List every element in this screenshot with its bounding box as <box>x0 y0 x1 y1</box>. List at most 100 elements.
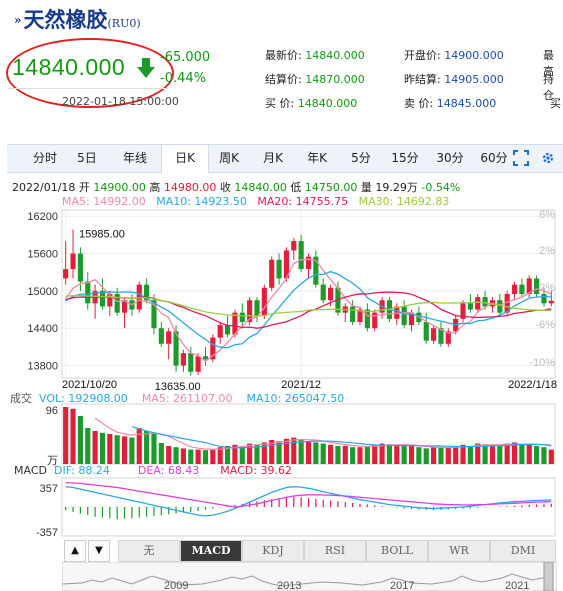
quote-open-interest: 持仓 <box>543 73 554 102</box>
candle-body <box>144 284 150 301</box>
scroll-up-button[interactable]: ▲ <box>64 540 86 562</box>
indicator-wr-button[interactable]: WR <box>428 540 490 562</box>
candle-body <box>180 353 186 366</box>
volume-bar <box>357 447 363 464</box>
candle-body <box>114 294 120 313</box>
candle-body <box>541 294 547 304</box>
volume-bar <box>144 431 150 464</box>
candle-body <box>526 278 532 294</box>
volume-bar <box>548 449 554 464</box>
candle-body <box>291 241 297 251</box>
volume-bar <box>327 444 334 464</box>
candle-body <box>511 284 518 294</box>
tab-intraday[interactable]: 分时 <box>32 151 57 165</box>
price-tick-label: 16200 <box>27 211 58 223</box>
volume-bar <box>401 446 407 464</box>
quote-open: 开盘价: 14900.000 <box>404 49 504 62</box>
macd-tick-label: 357 <box>40 483 58 495</box>
candle-body <box>247 300 253 322</box>
volume-bar <box>291 437 297 464</box>
volume-bar <box>254 444 260 464</box>
low-annotation: 13635.00 <box>155 381 201 393</box>
tab-30min[interactable]: 30分 <box>436 151 464 165</box>
candle-body <box>401 306 407 326</box>
volume-bar <box>372 444 378 464</box>
candle-body <box>504 294 510 313</box>
quote-high: 最高 <box>543 49 554 78</box>
volume-bar <box>195 449 201 464</box>
volume-bar <box>276 441 282 464</box>
high-annotation: 15985.00 <box>79 229 125 241</box>
vol-ma5: MA5: 261107.00 <box>141 392 233 405</box>
volume-bar <box>423 448 429 464</box>
overview-year-2021: 2021 <box>505 580 529 591</box>
price-change-pct: -0.44% <box>160 71 206 86</box>
price-tick-label: 15600 <box>27 249 58 261</box>
volume-bar <box>394 444 400 464</box>
volume-bar <box>467 446 473 464</box>
tab-yearline[interactable]: 年线 <box>122 151 147 165</box>
quote-settle: 结算价: 14870.000 <box>265 73 365 86</box>
volume-bar <box>188 449 194 464</box>
volume-bar <box>239 446 245 464</box>
date-label: 2021/12 <box>281 379 321 391</box>
fullscreen-icon[interactable] <box>513 150 529 166</box>
ma-legend: MA5: 14992.00 MA10: 14923.50 MA20: 14755… <box>62 195 449 208</box>
volume-bar <box>173 447 179 464</box>
volume-bar <box>166 446 172 464</box>
ma5-label: MA5: 14992.00 <box>62 195 146 208</box>
volume-bar <box>475 443 481 464</box>
overview-navigator[interactable]: 2009 2013 2017 2021 <box>62 562 557 591</box>
volume-bar <box>232 444 238 464</box>
indicator-none-button[interactable]: 无 <box>118 540 180 562</box>
tab-5min[interactable]: 5分 <box>351 151 371 165</box>
volume-bar <box>224 446 231 464</box>
indicator-dmi-button[interactable]: DMI <box>490 540 556 562</box>
overview-year-2017: 2017 <box>390 580 414 591</box>
overview-year-2009: 2009 <box>164 580 188 591</box>
volume-bar <box>335 446 341 464</box>
quote-latest: 最新价: 14840.000 <box>265 49 365 62</box>
candle-body <box>313 256 319 285</box>
indicator-rsi-button[interactable]: RSI <box>304 540 366 562</box>
candle-body <box>357 309 363 322</box>
scroll-down-button[interactable]: ▼ <box>88 540 110 562</box>
macd-dea: DEA: 68.43 <box>137 464 200 477</box>
pct-tick-label: -10% <box>529 357 555 369</box>
candle-body <box>320 284 326 301</box>
tab-monthly-k[interactable]: 月K <box>263 151 283 165</box>
candle-body <box>327 287 334 301</box>
candle-body <box>121 300 128 313</box>
tab-daily-k[interactable]: 日K <box>161 145 209 173</box>
volume-bar <box>342 446 348 464</box>
vol-tick-label: 96 <box>46 405 58 417</box>
dea-line <box>65 481 552 508</box>
volume-bar <box>541 447 547 464</box>
overview-handle[interactable] <box>543 562 554 591</box>
volume-bar <box>202 450 209 464</box>
ohlc-low: 14750.00 <box>304 181 358 194</box>
volume-bar <box>247 443 253 464</box>
tab-5day[interactable]: 5日 <box>77 151 97 165</box>
period-tab-bar: 分时 5日 年线 日K 周K 月K 年K 5分 15分 30分 60分 <box>7 144 563 173</box>
pct-tick-label: -2% <box>535 282 555 294</box>
volume-bar <box>431 447 437 464</box>
tab-15min[interactable]: 15分 <box>391 151 419 165</box>
volume-bar <box>489 444 496 464</box>
tab-yearly-k[interactable]: 年K <box>307 151 327 165</box>
indicator-boll-button[interactable]: BOLL <box>366 540 428 562</box>
tab-weekly-k[interactable]: 周K <box>219 151 239 165</box>
price-change: -65.000 <box>160 50 211 65</box>
volume-bar <box>416 447 422 464</box>
indicator-kdj-button[interactable]: KDJ <box>242 540 304 562</box>
price-tick-label: 13800 <box>27 361 58 373</box>
indicator-macd-button[interactable]: MACD <box>180 540 242 562</box>
volume-bar <box>121 436 128 464</box>
candle-body <box>210 337 216 360</box>
dif-line <box>65 486 552 517</box>
tab-60min[interactable]: 60分 <box>480 151 508 165</box>
volume-bar <box>460 444 466 464</box>
vol-ma10: MA10: 265047.50 <box>246 392 345 405</box>
settings-icon[interactable] <box>540 150 556 166</box>
